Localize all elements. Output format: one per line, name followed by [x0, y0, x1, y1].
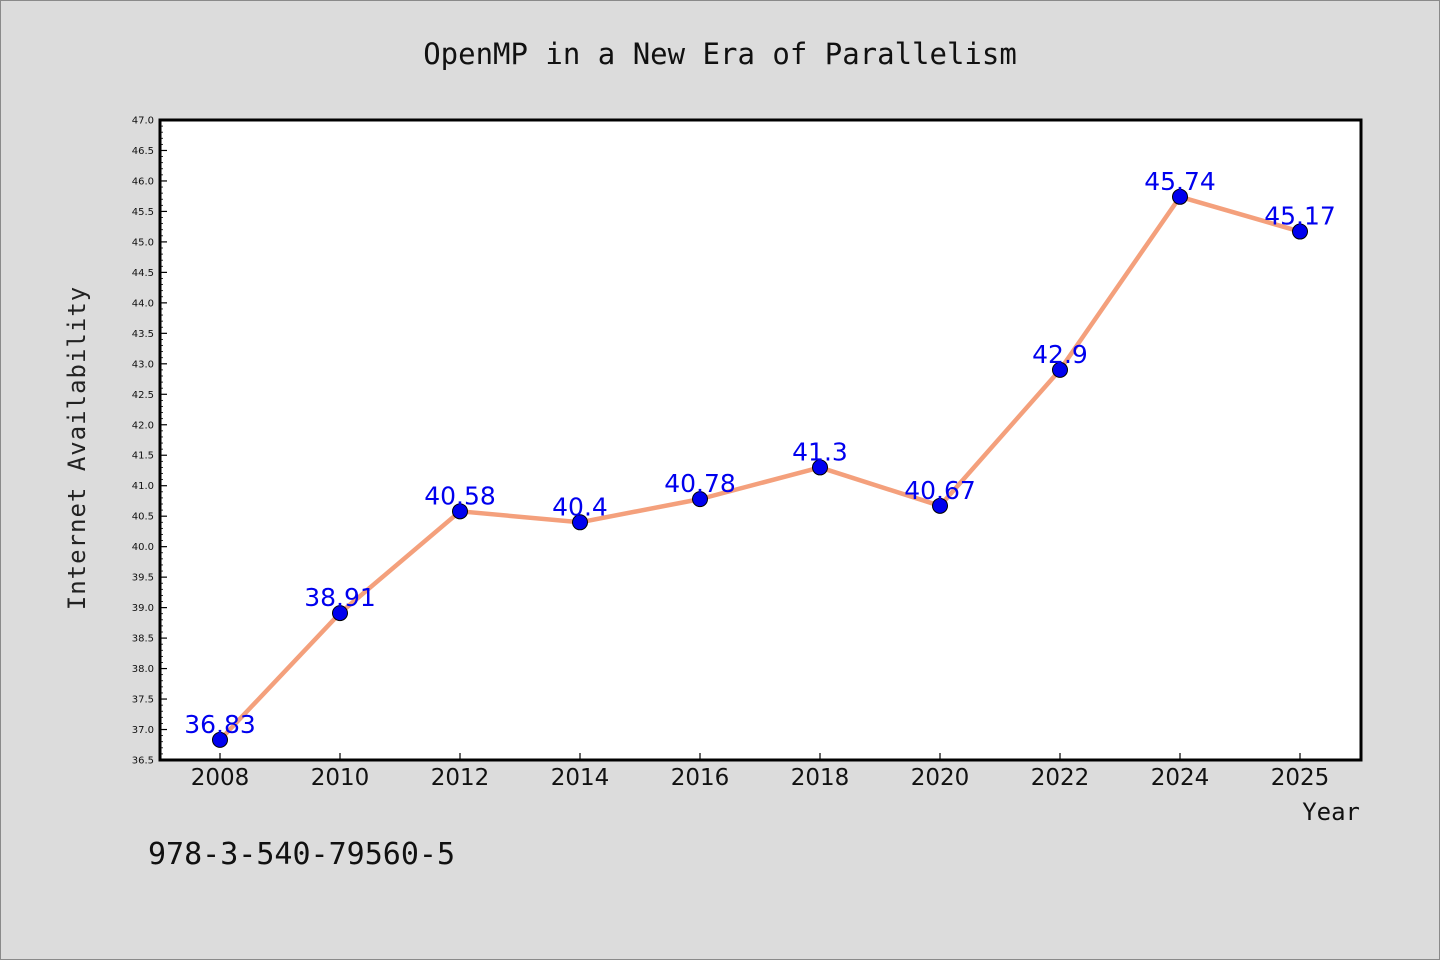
- data-label: 45.17: [1264, 202, 1336, 231]
- data-point: [332, 605, 348, 622]
- data-label: 40.4: [552, 492, 608, 521]
- data-label: 42.9: [1032, 340, 1088, 369]
- y-tick-label: 38.0: [132, 664, 154, 675]
- data-point: [572, 514, 588, 531]
- y-tick-label: 46.0: [132, 176, 154, 187]
- y-tick-label: 44.0: [132, 298, 154, 309]
- y-tick-label: 46.5: [132, 146, 154, 157]
- x-axis-ticks: 2008 2010 2012 2014 2016 2018 2020 2022 2024 2025: [191, 753, 1330, 791]
- x-tick-label: 2024: [1151, 765, 1210, 791]
- y-tick-label: 37.0: [132, 725, 154, 736]
- footer-isbn: 978-3-540-79560-5: [148, 837, 455, 872]
- y-tick-label: 45.0: [132, 237, 154, 248]
- x-tick-label: 2012: [431, 765, 490, 791]
- y-tick-label: 42.0: [132, 420, 154, 431]
- data-label: 41.3: [792, 437, 848, 466]
- x-tick-label: 2008: [191, 765, 250, 791]
- data-label: 40.58: [424, 481, 496, 510]
- y-tick-label: 36.5: [132, 756, 154, 767]
- x-tick-label: 2025: [1271, 765, 1330, 791]
- data-point: [1052, 361, 1068, 378]
- data-point: [1292, 223, 1308, 240]
- y-tick-label: 41.5: [132, 451, 154, 462]
- y-tick-label: 41.0: [132, 481, 154, 492]
- y-tick-label: 39.5: [132, 573, 154, 584]
- data-labels: 36.83 38.91 40.58 40.4 40.78 41.3 40.67 42.9 45.…: [184, 167, 1336, 739]
- data-label: 45.74: [1144, 167, 1216, 196]
- x-tick-label: 2014: [551, 765, 610, 791]
- data-label: 40.78: [664, 469, 736, 498]
- data-label: 38.91: [304, 583, 376, 612]
- y-tick-label: 39.0: [132, 603, 154, 614]
- chart-title: OpenMP in a New Era of Parallelism: [423, 37, 1017, 71]
- x-tick-label: 2020: [911, 765, 970, 791]
- y-tick-label: 40.5: [132, 512, 154, 523]
- x-tick-label: 2010: [311, 765, 370, 791]
- data-label: 40.67: [904, 476, 976, 505]
- x-tick-label: 2018: [791, 765, 850, 791]
- plot-area: [158, 118, 1363, 762]
- y-tick-label: 44.5: [132, 268, 154, 279]
- y-tick-label: 45.5: [132, 207, 154, 218]
- x-axis-label: Year: [1302, 798, 1360, 826]
- data-point: [932, 497, 948, 514]
- y-axis-label: Internet Availability: [63, 286, 91, 610]
- y-tick-label: 42.5: [132, 390, 154, 401]
- data-point: [1172, 188, 1188, 205]
- data-label: 36.83: [184, 710, 256, 739]
- data-point: [692, 491, 708, 508]
- series-line: [218, 194, 1301, 742]
- y-tick-label: 43.0: [132, 359, 154, 370]
- data-point: [812, 459, 828, 476]
- y-tick-label: 40.0: [132, 542, 154, 553]
- data-point: [212, 731, 228, 748]
- x-tick-label: 2022: [1031, 765, 1090, 791]
- x-tick-label: 2016: [671, 765, 730, 791]
- y-tick-label: 38.5: [132, 634, 154, 645]
- y-tick-label: 37.5: [132, 695, 154, 706]
- data-points: [212, 188, 1308, 748]
- y-axis-ticks: 36.5 37.0 37.5 38.0 38.5 39.0 39.5 40.0 40.5 41.0…: [132, 116, 167, 767]
- y-tick-label: 47.0: [132, 116, 154, 127]
- data-point: [452, 503, 468, 520]
- y-tick-label: 43.5: [132, 329, 154, 340]
